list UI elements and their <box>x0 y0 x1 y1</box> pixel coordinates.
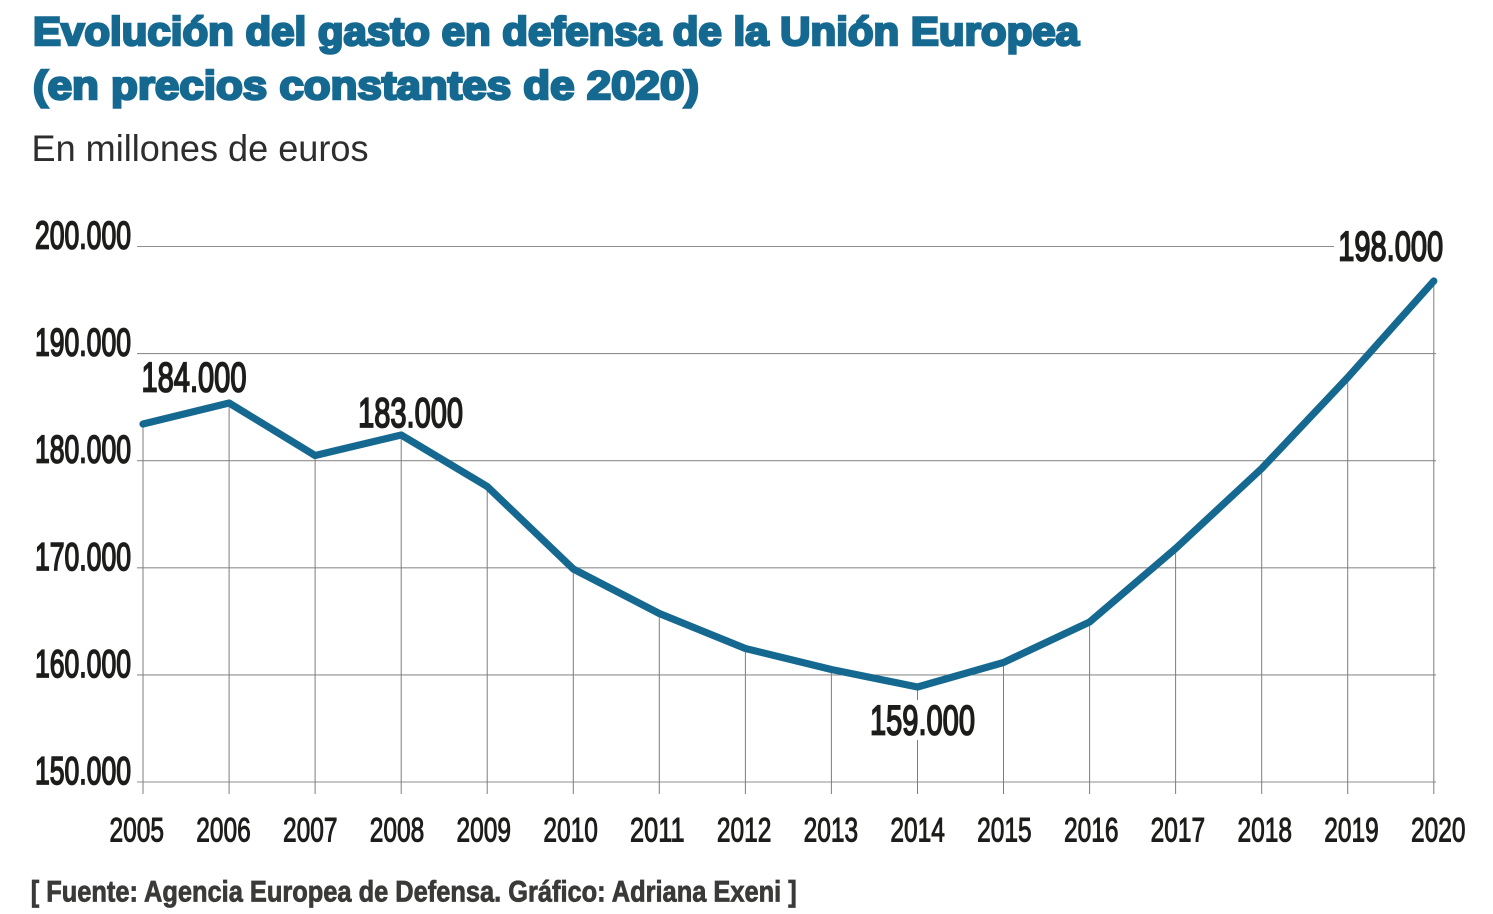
svg-text:200.000: 200.000 <box>35 215 131 258</box>
svg-text:2009: 2009 <box>457 812 512 850</box>
svg-text:180.000: 180.000 <box>35 429 131 472</box>
svg-text:160.000: 160.000 <box>35 643 131 686</box>
svg-text:159.000: 159.000 <box>870 697 975 744</box>
svg-text:[ Fuente: Agencia Europea de D: [ Fuente: Agencia Europea de Defensa. Gr… <box>31 876 797 909</box>
svg-text:184.000: 184.000 <box>142 354 247 401</box>
svg-text:2007: 2007 <box>283 812 338 850</box>
svg-text:2014: 2014 <box>890 812 945 850</box>
svg-text:2011: 2011 <box>630 812 685 850</box>
svg-text:2008: 2008 <box>370 812 425 850</box>
svg-text:Evolución del gasto en defensa: Evolución del gasto en defensa de la Uni… <box>33 10 1080 54</box>
svg-text:2018: 2018 <box>1237 812 1292 850</box>
svg-text:2006: 2006 <box>196 812 251 850</box>
svg-text:2020: 2020 <box>1411 812 1466 850</box>
svg-text:150.000: 150.000 <box>35 750 131 793</box>
svg-text:2010: 2010 <box>543 812 598 850</box>
svg-text:En millones de euros: En millones de euros <box>32 128 369 169</box>
svg-text:2017: 2017 <box>1151 812 1206 850</box>
svg-text:2012: 2012 <box>717 812 772 850</box>
svg-text:2005: 2005 <box>109 812 164 850</box>
svg-text:190.000: 190.000 <box>35 322 131 365</box>
svg-text:2015: 2015 <box>977 812 1032 850</box>
svg-text:2013: 2013 <box>804 812 859 850</box>
svg-text:183.000: 183.000 <box>358 389 463 436</box>
svg-text:2016: 2016 <box>1064 812 1119 850</box>
svg-text:(en precios constantes de 2020: (en precios constantes de 2020) <box>33 64 699 108</box>
svg-text:170.000: 170.000 <box>35 536 131 579</box>
svg-text:198.000: 198.000 <box>1338 222 1443 269</box>
svg-text:2019: 2019 <box>1324 812 1379 850</box>
